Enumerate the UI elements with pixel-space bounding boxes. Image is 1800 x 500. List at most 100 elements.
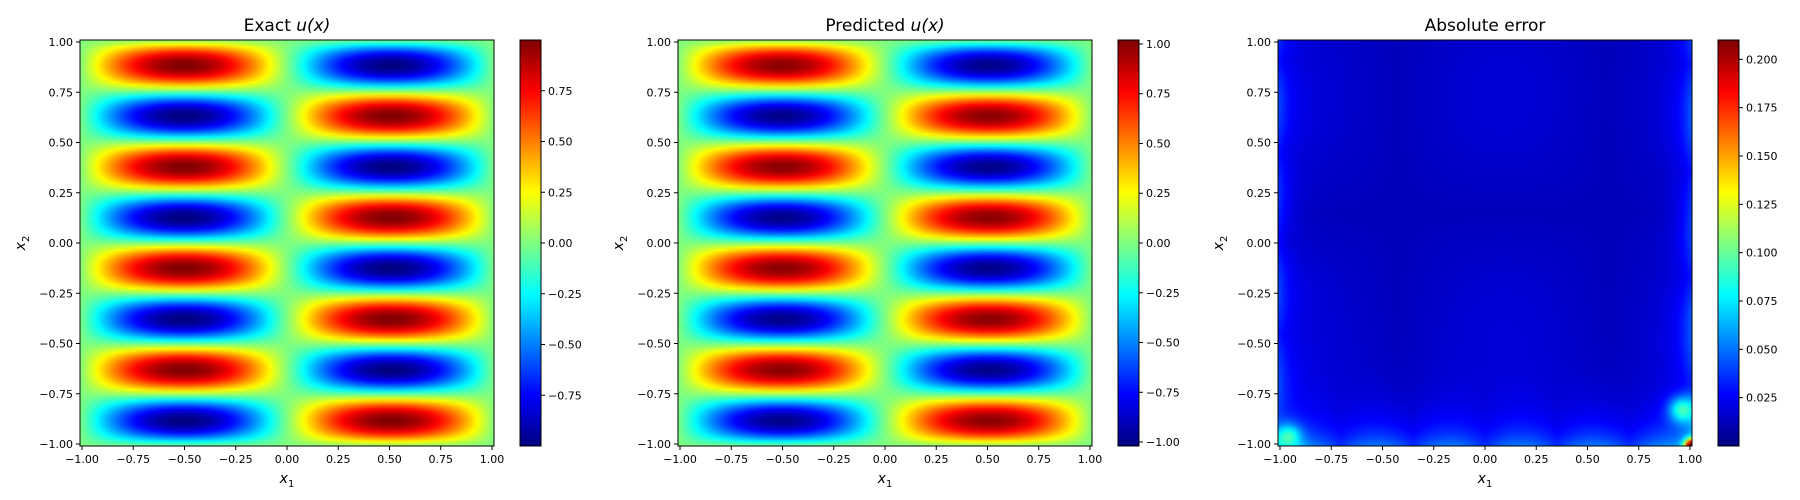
colorbar-tick-label: 0.050 <box>1746 343 1778 356</box>
x-tick-label: −0.25 <box>1417 453 1451 466</box>
colorbar-tick-label: −0.25 <box>548 288 582 301</box>
x-axis-label: x1 <box>1477 471 1493 490</box>
panel-title: Predicted u(x) <box>825 16 944 36</box>
x-tick-label: 0.75 <box>1027 453 1052 466</box>
y-tick-label: 1.00 <box>49 36 74 49</box>
x-tick-label: 1.00 <box>1078 453 1103 466</box>
x-tick-label: 0.00 <box>873 453 898 466</box>
y-tick-label: −0.25 <box>1237 287 1271 300</box>
panel-1: Exact u(x) −1.00 −0.75 −0.50 −0.25 0.00 0.25 0.… <box>13 16 582 490</box>
colorbar-tick-label: −0.50 <box>548 339 582 352</box>
y-tick-label: −0.25 <box>39 287 73 300</box>
x-tick-label: 0.00 <box>275 453 300 466</box>
panel-title-variable: u(x) <box>911 16 945 36</box>
colorbar-gradient <box>1118 40 1139 446</box>
colorbar-tick-label: 0.100 <box>1746 247 1778 260</box>
panel-title: Absolute error <box>1425 16 1546 36</box>
y-tick-label: −1.00 <box>1237 438 1271 451</box>
x-tick-label: −0.50 <box>766 453 800 466</box>
y-tick-label: 0.75 <box>647 86 672 99</box>
panel-title-variable: u(x) <box>296 16 330 36</box>
colorbar-tick-label: −0.50 <box>1146 337 1180 350</box>
colorbar-tick-label: 0.00 <box>1146 237 1171 250</box>
heatmap-image <box>80 40 494 446</box>
y-tick-label: −0.75 <box>39 388 73 401</box>
x-tick-label: 0.75 <box>429 453 454 466</box>
y-axis-label: x2 <box>1211 236 1230 252</box>
x-tick-label: −0.25 <box>219 453 253 466</box>
colorbar-gradient <box>520 40 541 446</box>
y-tick-label: 1.00 <box>1247 36 1272 49</box>
colorbar-tick-label: 0.75 <box>1146 88 1171 101</box>
colorbar-tick-label: 0.075 <box>1746 295 1778 308</box>
colorbar-tick-label: 0.25 <box>548 186 573 199</box>
colorbar-tick-label: 0.200 <box>1746 53 1778 66</box>
panel-title-text: Exact <box>244 16 297 36</box>
y-tick-label: 0.50 <box>647 137 672 150</box>
colorbar-tick-label: 0.75 <box>548 85 573 98</box>
colorbar-tick-label: 0.150 <box>1746 150 1778 163</box>
colorbar-tick-label: 1.00 <box>1146 38 1171 51</box>
colorbar-tick-label: −1.00 <box>1146 436 1180 449</box>
y-tick-label: −0.50 <box>637 338 671 351</box>
x-tick-label: −1.00 <box>1263 453 1297 466</box>
y-tick-label: 0.00 <box>49 237 74 250</box>
x-tick-label: 0.25 <box>1524 453 1549 466</box>
y-tick-label: 0.25 <box>1247 187 1272 200</box>
y-tick-label: 0.00 <box>1247 237 1272 250</box>
colorbar: −1.00 −0.75 −0.50 −0.25 0.00 0.25 0.50 0.75 1.00 <box>1117 38 1180 449</box>
colorbar-frame <box>1717 39 1740 447</box>
colorbar-tick-label: −0.75 <box>1146 386 1180 399</box>
x-tick-label: −0.25 <box>817 453 851 466</box>
panel-2: Predicted u(x) −1.00 −0.75 −0.50 −0.25 0.00 0.… <box>611 16 1180 490</box>
y-axis-label: x2 <box>13 236 32 252</box>
x-tick-label: −0.50 <box>1366 453 1400 466</box>
x-axis-label: x1 <box>279 471 295 490</box>
y-tick-label: 0.75 <box>1247 86 1272 99</box>
y-tick-label: −0.50 <box>39 338 73 351</box>
x-axis-label: x1 <box>877 471 893 490</box>
x-tick-label: −0.75 <box>1314 453 1348 466</box>
y-tick-label: −0.75 <box>637 388 671 401</box>
y-tick-label: −0.25 <box>637 287 671 300</box>
x-tick-label: 0.25 <box>326 453 351 466</box>
colorbar-tick-label: −0.75 <box>548 389 582 402</box>
x-tick-label: 0.50 <box>1575 453 1600 466</box>
y-tick-label: 0.50 <box>49 137 74 150</box>
colorbar-tick-label: 0.50 <box>548 136 573 149</box>
y-tick-label: 0.50 <box>1247 137 1272 150</box>
colorbar-tick-label: 0.175 <box>1746 102 1778 115</box>
heatmap-image <box>678 40 1092 446</box>
y-tick-label: −0.50 <box>1237 338 1271 351</box>
y-tick-label: 0.75 <box>49 86 74 99</box>
colorbar: 0.025 0.050 0.075 0.100 0.125 0.150 0.175 0.200 <box>1717 39 1778 447</box>
panel-title-text: Absolute error <box>1425 16 1546 36</box>
x-tick-label: −1.00 <box>65 453 99 466</box>
y-tick-label: 0.25 <box>49 187 74 200</box>
x-tick-label: 1.00 <box>1678 453 1703 466</box>
panel-title-text: Predicted <box>825 16 910 36</box>
colorbar-tick-label: 0.00 <box>548 237 573 250</box>
x-tick-label: −1.00 <box>663 453 697 466</box>
colorbar-gradient <box>1718 40 1739 446</box>
y-tick-label: −0.75 <box>1237 388 1271 401</box>
x-tick-label: 0.50 <box>377 453 402 466</box>
x-tick-label: 0.00 <box>1473 453 1498 466</box>
heatmap-image <box>1278 40 1692 446</box>
y-tick-label: 1.00 <box>647 36 672 49</box>
x-tick-label: 0.50 <box>975 453 1000 466</box>
x-tick-label: −0.50 <box>168 453 202 466</box>
x-tick-label: 1.00 <box>480 453 505 466</box>
colorbar-tick-label: 0.025 <box>1746 392 1778 405</box>
colorbar-tick-label: −0.25 <box>1146 287 1180 300</box>
x-tick-label: 0.25 <box>924 453 949 466</box>
x-tick-label: −0.75 <box>714 453 748 466</box>
panel-title: Exact u(x) <box>244 16 331 36</box>
y-tick-label: 0.00 <box>647 237 672 250</box>
y-tick-label: −1.00 <box>39 438 73 451</box>
y-tick-label: 0.25 <box>647 187 672 200</box>
y-tick-label: −1.00 <box>637 438 671 451</box>
colorbar-tick-label: 0.50 <box>1146 137 1171 150</box>
colorbar-tick-label: 0.25 <box>1146 187 1171 200</box>
